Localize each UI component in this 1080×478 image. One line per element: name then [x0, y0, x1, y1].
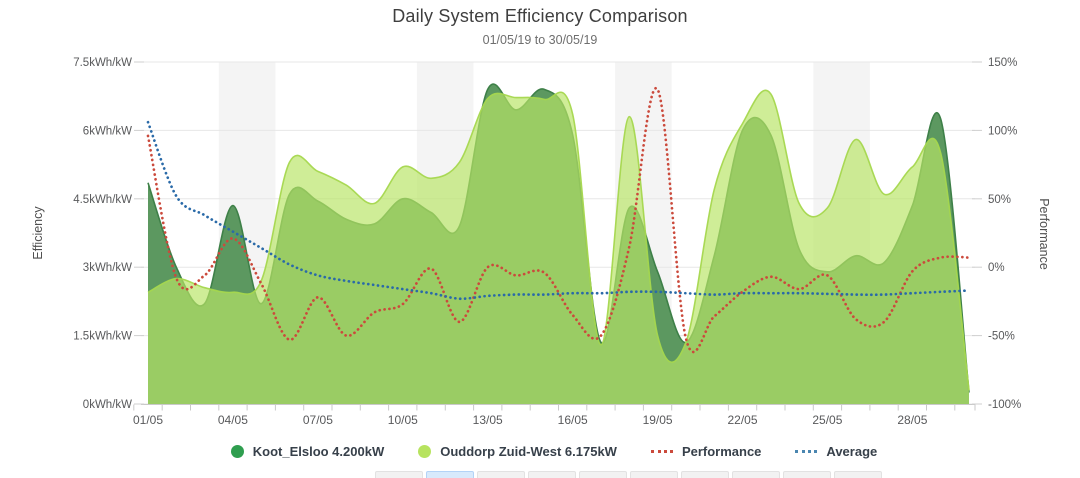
- legend-item-average[interactable]: Average: [795, 444, 877, 459]
- thumbnail[interactable]: [732, 471, 780, 478]
- svg-text:3kWh/kW: 3kWh/kW: [83, 262, 132, 274]
- svg-text:22/05: 22/05: [727, 413, 757, 427]
- svg-text:28/05: 28/05: [897, 413, 927, 427]
- legend-item-koot[interactable]: Koot_Elsloo 4.200kW: [230, 444, 385, 459]
- legend-label: Koot_Elsloo 4.200kW: [252, 444, 385, 459]
- legend-label: Performance: [681, 444, 762, 459]
- chart-legend: Koot_Elsloo 4.200kW Ouddorp Zuid-West 6.…: [14, 444, 1080, 459]
- thumbnail[interactable]: [579, 471, 627, 478]
- svg-text:10/05: 10/05: [388, 413, 418, 427]
- koot-series-swatch-icon: [230, 445, 244, 458]
- thumbnail[interactable]: [375, 471, 423, 478]
- thumbnail-strip: [375, 471, 882, 478]
- legend-label: Average: [826, 444, 878, 459]
- svg-text:04/05: 04/05: [218, 413, 248, 427]
- legend-item-performance[interactable]: Performance: [650, 444, 762, 459]
- svg-text:07/05: 07/05: [303, 413, 333, 427]
- thumbnail[interactable]: [834, 471, 882, 478]
- thumbnail[interactable]: [426, 471, 474, 478]
- svg-text:1.5kWh/kW: 1.5kWh/kW: [73, 331, 132, 343]
- svg-text:01/05: 01/05: [133, 413, 163, 427]
- svg-text:50%: 50%: [988, 194, 1011, 206]
- thumbnail[interactable]: [783, 471, 831, 478]
- svg-text:0kWh/kW: 0kWh/kW: [83, 399, 132, 411]
- svg-text:19/05: 19/05: [643, 413, 673, 427]
- svg-text:100%: 100%: [988, 125, 1017, 137]
- legend-label: Ouddorp Zuid-West 6.175kW: [440, 444, 617, 459]
- thumbnail[interactable]: [681, 471, 729, 478]
- svg-text:-100%: -100%: [988, 399, 1021, 411]
- chart-subtitle: 01/05/19 to 30/05/19: [482, 33, 598, 47]
- performance-dotted-line-icon: [650, 450, 673, 453]
- average-dotted-line-icon: [795, 450, 818, 453]
- ouddorp-series-swatch-icon: [418, 445, 432, 458]
- svg-text:0%: 0%: [988, 262, 1005, 274]
- svg-text:6kWh/kW: 6kWh/kW: [83, 125, 132, 137]
- svg-text:4.5kWh/kW: 4.5kWh/kW: [73, 194, 132, 206]
- chart-title: Daily System Efficiency Comparison: [392, 6, 688, 26]
- svg-text:150%: 150%: [988, 57, 1017, 69]
- legend-item-ouddorp[interactable]: Ouddorp Zuid-West 6.175kW: [418, 444, 617, 459]
- svg-text:13/05: 13/05: [473, 413, 503, 427]
- thumbnail[interactable]: [477, 471, 525, 478]
- thumbnail[interactable]: [528, 471, 576, 478]
- svg-text:25/05: 25/05: [812, 413, 842, 427]
- svg-text:7.5kWh/kW: 7.5kWh/kW: [73, 57, 132, 69]
- svg-text:-50%: -50%: [988, 331, 1015, 343]
- svg-text:16/05: 16/05: [558, 413, 588, 427]
- thumbnail[interactable]: [630, 471, 678, 478]
